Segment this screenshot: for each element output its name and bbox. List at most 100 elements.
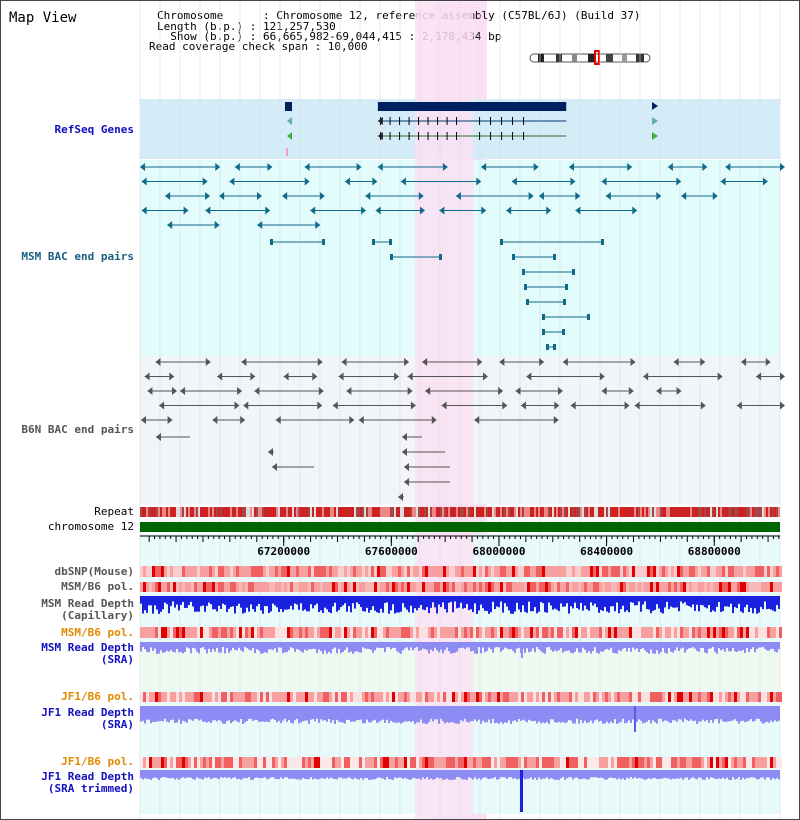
heat-cell: [554, 566, 557, 577]
heat-cell: [428, 566, 431, 577]
heat-cell: [509, 582, 512, 592]
heat-cell: [641, 582, 644, 592]
depth-bar: [624, 642, 626, 648]
depth-bar: [530, 770, 532, 778]
track-label-msm-depth-sra[interactable]: MSM Read Depth (SRA): [41, 641, 134, 666]
heat-cell: [533, 566, 536, 577]
depth-bar: [202, 706, 204, 722]
depth-bar: [208, 596, 210, 603]
heat-cell: [455, 627, 458, 638]
depth-bar: [312, 642, 314, 649]
depth-bar: [254, 770, 256, 778]
depth-bar: [446, 596, 448, 613]
heat-cell: [344, 757, 347, 768]
depth-bar: [346, 770, 348, 779]
depth-bar: [308, 596, 310, 612]
depth-bar: [480, 596, 482, 605]
heat-cell: [551, 692, 554, 702]
heat-cell: [647, 566, 650, 577]
depth-bar: [340, 642, 342, 654]
heat-cell: [566, 582, 569, 592]
depth-bar: [184, 642, 186, 652]
depth-bar: [710, 706, 712, 720]
depth-bar: [300, 596, 302, 604]
depth-bar: [512, 596, 514, 614]
depth-bar: [488, 642, 490, 648]
repeat-bar: [334, 507, 336, 517]
depth-bar: [770, 706, 772, 721]
track-label-msm-b6-pol[interactable]: MSM/B6 pol.: [61, 580, 134, 593]
heat-cell: [509, 566, 512, 577]
heat-cell: [335, 692, 338, 702]
heat-cell: [464, 757, 467, 768]
heat-cell: [413, 757, 416, 768]
heat-cell: [593, 566, 596, 577]
track-label-jf1-depth-trimmed[interactable]: JF1 Read Depth (SRA trimmed): [41, 770, 134, 795]
heat-cell: [758, 692, 761, 702]
heat-cell: [149, 582, 152, 592]
heat-cell: [659, 566, 662, 577]
heat-cell: [689, 566, 692, 577]
heat-cell: [764, 757, 767, 768]
depth-bar: [406, 596, 408, 610]
repeat-bar: [658, 507, 660, 517]
depth-bar: [644, 642, 646, 651]
depth-bar: [418, 770, 420, 779]
track-label-jf1-b6-pol-trim[interactable]: JF1/B6 pol.: [61, 755, 134, 768]
bac-end-marker: [563, 299, 566, 305]
heat-cell: [458, 566, 461, 577]
track-label-msm-b6-pol-sra[interactable]: MSM/B6 pol.: [61, 626, 134, 639]
heat-cell: [662, 627, 665, 638]
depth-bar: [272, 642, 274, 650]
heat-cell: [464, 582, 467, 592]
repeat-bar: [330, 507, 332, 517]
track-label-msm-depth-capillary[interactable]: MSM Read Depth (Capillary): [41, 597, 134, 622]
heat-cell: [380, 757, 383, 768]
depth-bar: [528, 642, 530, 653]
depth-bar: [222, 596, 224, 604]
depth-bar: [352, 642, 354, 654]
depth-bar: [578, 642, 580, 653]
depth-bar: [734, 770, 736, 780]
depth-bar: [680, 770, 682, 778]
heat-cell: [773, 582, 776, 592]
track-label-dbsnp[interactable]: dbSNP(Mouse): [54, 565, 134, 578]
heat-cell: [404, 566, 407, 577]
track-label-msm-bac[interactable]: MSM BAC end pairs: [21, 250, 134, 263]
depth-bar: [176, 770, 178, 779]
bac-end-marker: [140, 416, 146, 424]
repeat-bar: [472, 507, 474, 517]
depth-bar: [168, 770, 170, 779]
depth-bar: [524, 706, 526, 721]
depth-bar: [396, 706, 398, 723]
heat-cell: [632, 627, 635, 638]
track-label-jf1-depth-sra[interactable]: JF1 Read Depth (SRA): [41, 706, 134, 731]
heat-cell: [533, 757, 536, 768]
heat-cell: [260, 757, 263, 768]
heat-cell: [671, 627, 674, 638]
depth-bar: [468, 770, 470, 778]
repeat-bar: [168, 507, 170, 517]
repeat-bar: [568, 507, 570, 517]
track-label-refseq[interactable]: RefSeq Genes: [54, 123, 134, 136]
depth-bar: [428, 642, 430, 654]
depth-bar: [504, 642, 506, 648]
repeat-bar: [682, 507, 684, 517]
track-label-repeat[interactable]: Repeat: [94, 505, 134, 518]
heat-cell: [179, 582, 182, 592]
depth-bar: [382, 596, 384, 613]
depth-bar: [286, 596, 288, 610]
heat-cell: [416, 566, 419, 577]
depth-bar: [706, 706, 708, 720]
bac-end-marker: [554, 401, 560, 410]
bac-end-marker: [476, 177, 482, 186]
depth-bar: [310, 770, 312, 778]
depth-bar: [248, 642, 250, 650]
depth-bar: [702, 596, 704, 606]
heat-cell: [773, 757, 776, 768]
heat-cell: [503, 582, 506, 592]
track-label-b6n-bac[interactable]: B6N BAC end pairs: [21, 423, 134, 436]
depth-bar: [290, 596, 292, 606]
track-label-jf1-b6-pol[interactable]: JF1/B6 pol.: [61, 690, 134, 703]
bac-end-marker: [570, 177, 576, 186]
